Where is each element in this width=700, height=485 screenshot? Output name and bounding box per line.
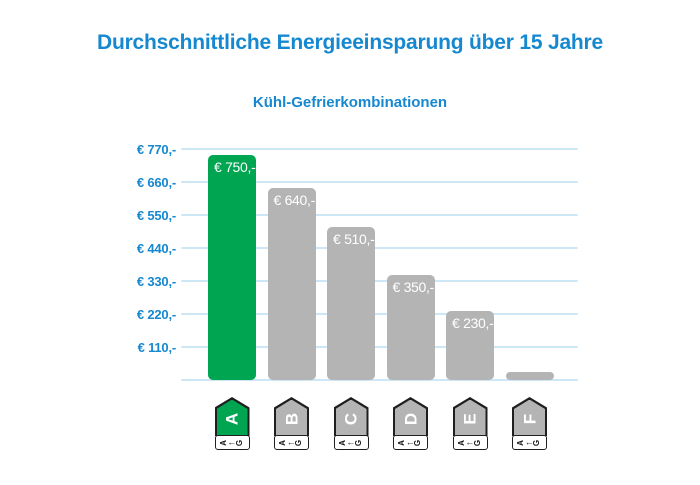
gridline (181, 346, 578, 348)
energy-class-tag-D: D A ← G (393, 397, 428, 451)
energy-tag-scale: A ← G (333, 435, 369, 450)
bar-value-label: € 750,- (214, 159, 256, 175)
energy-tag-arrow-icon: A (214, 397, 250, 436)
y-axis-tick-label: € 660,- (136, 175, 176, 190)
energy-tag-scale: A ← G (274, 435, 309, 450)
gridline (181, 148, 578, 150)
scale-letter: G (294, 439, 304, 446)
y-axis-tick-label: € 330,- (136, 274, 176, 289)
left-arrow-icon: ← (465, 437, 475, 447)
scale-letter: A (218, 439, 228, 446)
bar-C: € 510,- (327, 227, 375, 380)
scale-letter: A (397, 439, 407, 446)
scale-letter: G (472, 439, 482, 446)
energy-tag-scale: A ← G (214, 435, 250, 450)
energy-class-tag-F: F A ← G (512, 397, 547, 451)
left-arrow-icon: ← (524, 437, 534, 447)
left-arrow-icon: ← (286, 437, 296, 447)
energy-tag-arrow-icon: C (333, 397, 369, 436)
bar-A: € 750,- (208, 155, 256, 380)
scale-letter: G (532, 439, 542, 446)
energy-tag-scale: A ← G (393, 435, 428, 450)
energy-class-letter: F (520, 414, 539, 425)
bar-value-label: € 350,- (392, 279, 435, 295)
scale-letter: A (516, 439, 526, 446)
bar-D: € 350,- (386, 275, 435, 380)
energy-tag-scale: A ← G (452, 435, 488, 450)
scale-letter: G (413, 439, 423, 446)
energy-class-tag-B: B A ← G (274, 397, 309, 451)
bar-value-label: € 640,- (273, 192, 316, 208)
gridline (181, 379, 578, 381)
energy-class-tag-E: E A ← G (452, 397, 488, 451)
gridline (181, 214, 578, 216)
y-axis-tick-label: € 220,- (136, 307, 176, 322)
energy-tag-arrow-icon: E (452, 397, 488, 436)
bar-value-label: € 230,- (452, 315, 494, 331)
left-arrow-icon: ← (227, 437, 237, 447)
energy-class-tag-A: A A ← G (214, 397, 250, 451)
energy-tag-arrow-icon: D (393, 397, 428, 436)
y-axis-tick-label: € 110,- (137, 340, 177, 355)
bar-F (505, 372, 554, 380)
scale-letter: G (234, 439, 244, 446)
energy-tag-scale: A ← G (512, 435, 547, 450)
energy-class-tag-C: C A ← G (333, 397, 369, 451)
y-axis-tick-label: € 550,- (136, 208, 176, 223)
left-arrow-icon: ← (405, 437, 415, 447)
energy-class-letter: E (460, 413, 480, 425)
gridline (181, 247, 578, 249)
bar-B: € 640,- (267, 188, 316, 380)
bar-E: € 230,- (446, 311, 494, 380)
bar-value-label: € 510,- (333, 231, 375, 247)
gridline (181, 280, 578, 282)
gridline (181, 313, 578, 315)
gridline (181, 181, 578, 183)
energy-class-letter: B (282, 413, 301, 426)
chart-title: Kühl-Gefrierkombinationen (252, 94, 448, 111)
energy-class-letter: C (341, 413, 361, 426)
page-title: Durchschnittliche Energieeinsparung über… (96, 31, 603, 54)
y-axis-tick-label: € 440,- (136, 241, 176, 256)
y-axis-tick-label: € 770,- (136, 142, 176, 157)
energy-tag-arrow-icon: F (512, 397, 547, 436)
scale-letter: A (278, 439, 288, 446)
scale-letter: A (456, 439, 466, 446)
energy-tag-arrow-icon: B (274, 397, 309, 436)
left-arrow-icon: ← (346, 437, 356, 447)
energy-class-letter: A (222, 413, 242, 426)
energy-class-letter: D (401, 413, 420, 426)
scale-letter: A (337, 439, 347, 446)
scale-letter: G (353, 439, 363, 446)
